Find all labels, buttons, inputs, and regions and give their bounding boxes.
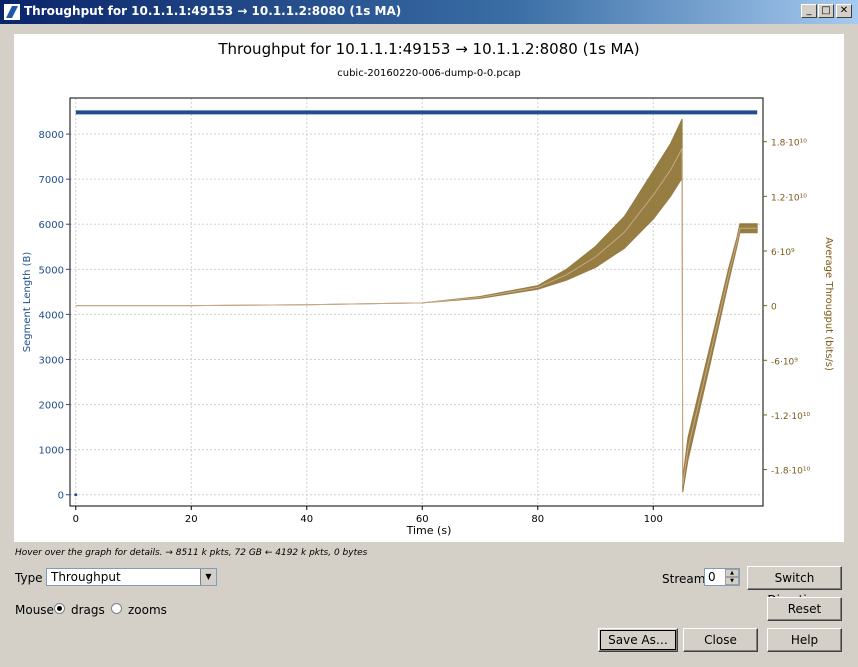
title-bar[interactable]: Throughput for 10.1.1.1:49153 → 10.1.1.2… bbox=[0, 0, 858, 24]
y-right-tick-label: -6·10⁹ bbox=[771, 357, 798, 367]
plot-frame bbox=[69, 97, 764, 507]
average-throughput-series bbox=[75, 148, 758, 486]
y-left-tick-label: 5000 bbox=[39, 265, 64, 276]
zooms-label[interactable]: zooms bbox=[128, 603, 167, 617]
y-right-tick-label: 1.8·10¹⁰ bbox=[771, 139, 807, 149]
type-select[interactable]: Throughput ▼ bbox=[46, 568, 217, 586]
chart-title: Throughput for 10.1.1.1:49153 → 10.1.1.2… bbox=[217, 40, 639, 58]
stream-value[interactable]: 0 bbox=[708, 570, 716, 584]
zooms-radio[interactable] bbox=[111, 603, 122, 614]
stream-spinbox[interactable]: 0 ▲ ▼ bbox=[704, 568, 740, 586]
y-left-tick-label: 4000 bbox=[39, 310, 64, 321]
maximize-button[interactable]: □ bbox=[818, 4, 834, 18]
spin-up-icon[interactable]: ▲ bbox=[725, 569, 739, 577]
x-tick-label: 100 bbox=[644, 514, 663, 525]
window-title: Throughput for 10.1.1.1:49153 → 10.1.1.2… bbox=[24, 4, 402, 18]
chevron-down-icon[interactable]: ▼ bbox=[200, 569, 216, 585]
close-button[interactable]: Close bbox=[683, 628, 758, 652]
y-right-tick-label: 6·10⁹ bbox=[771, 248, 795, 258]
type-select-value: Throughput bbox=[51, 570, 121, 584]
reset-button[interactable]: Reset bbox=[767, 597, 842, 621]
x-tick-label: 0 bbox=[73, 514, 79, 525]
help-button[interactable]: Help bbox=[767, 628, 842, 652]
x-tick-label: 80 bbox=[531, 514, 544, 525]
y-right-tick-label: 0 bbox=[771, 303, 777, 313]
segment-length-point bbox=[74, 493, 78, 497]
y-left-tick-label: 6000 bbox=[39, 220, 64, 231]
x-tick-label: 40 bbox=[300, 514, 313, 525]
y-left-tick-label: 0 bbox=[58, 491, 64, 502]
chart-subtitle: cubic-20160220-006-dump-0-0.pcap bbox=[337, 68, 521, 79]
drags-label[interactable]: drags bbox=[71, 603, 105, 617]
plot-panel[interactable]: Throughput for 10.1.1.1:49153 → 10.1.1.2… bbox=[14, 34, 844, 542]
switch-direction-button[interactable]: Switch Direction bbox=[747, 566, 842, 607]
y-right-axis-label: Average Througput (bits/s) bbox=[823, 237, 834, 371]
y-right-tick-label: -1.2·10¹⁰ bbox=[771, 412, 810, 422]
minimize-button[interactable]: _ bbox=[801, 4, 817, 18]
y-left-axis-label: Segment Length (B) bbox=[22, 252, 33, 353]
y-left-tick-label: 8000 bbox=[39, 130, 64, 141]
y-right-tick-label: -1.8·10¹⁰ bbox=[771, 467, 810, 477]
y-left-tick-label: 7000 bbox=[39, 175, 64, 186]
wireshark-icon bbox=[4, 4, 20, 20]
stream-label: Stream bbox=[662, 572, 706, 586]
throughput-chart[interactable]: Throughput for 10.1.1.1:49153 → 10.1.1.2… bbox=[14, 34, 844, 542]
y-right-tick-label: 1.2·10¹⁰ bbox=[771, 193, 807, 203]
x-axis-label: Time (s) bbox=[406, 524, 452, 537]
hover-hint: Hover over the graph for details. → 8511… bbox=[15, 548, 368, 558]
y-left-tick-label: 2000 bbox=[39, 401, 64, 412]
drags-radio[interactable] bbox=[54, 603, 65, 614]
y-left-tick-label: 3000 bbox=[39, 355, 64, 366]
save-as-button[interactable]: Save As… bbox=[598, 628, 678, 652]
x-tick-label: 20 bbox=[185, 514, 198, 525]
type-label: Type bbox=[15, 571, 43, 585]
mouse-label: Mouse bbox=[15, 603, 54, 617]
x-tick-label: 60 bbox=[416, 514, 429, 525]
spin-down-icon[interactable]: ▼ bbox=[725, 577, 739, 585]
y-left-tick-label: 1000 bbox=[39, 446, 64, 457]
close-window-button[interactable]: ✕ bbox=[836, 4, 852, 18]
